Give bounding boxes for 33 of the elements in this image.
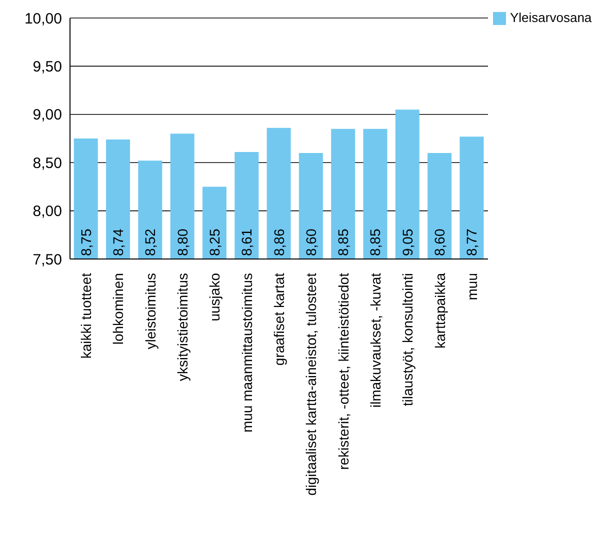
- y-tick-label: 8,00: [32, 203, 62, 220]
- x-tick-label: lohkominen: [110, 273, 126, 345]
- data-label: 8,74: [110, 228, 126, 256]
- y-tick-label: 9,00: [32, 106, 62, 124]
- x-tick-label: muu: [464, 273, 480, 300]
- data-label: 8,86: [270, 228, 287, 256]
- x-tick-label: ilmakuvaukset, -kuvat: [367, 272, 384, 408]
- data-label: 8,85: [367, 228, 384, 256]
- data-label: 8,85: [335, 228, 352, 256]
- x-tick-label: graafiset kartat: [271, 272, 287, 366]
- data-label: 8,60: [302, 228, 319, 256]
- x-tick-label: yksityistietoimitus: [174, 273, 191, 382]
- data-label: 8,60: [432, 228, 448, 256]
- x-tick-label: kaikki tuotteet: [78, 272, 94, 359]
- x-tick-label: karttapaikka: [432, 272, 448, 348]
- x-tick-label: digitaaliset kartta-aineistot, tulosteet: [303, 272, 320, 496]
- data-label: 8,52: [142, 228, 158, 256]
- y-tick-label: 10,00: [24, 10, 62, 28]
- x-tick-label: yleistoimitus: [142, 273, 158, 350]
- legend-label: Yleisarvosana: [510, 10, 592, 25]
- x-tick-label: rekisterit, -otteet, kiinteistötiedot: [335, 272, 352, 470]
- y-tick-label: 7,50: [32, 251, 62, 268]
- data-label: 9,05: [399, 228, 416, 256]
- y-tick-label: 8,50: [32, 154, 62, 172]
- data-label: 8,77: [464, 228, 480, 256]
- data-label: 8,61: [238, 228, 255, 256]
- data-label: 8,75: [78, 228, 94, 256]
- x-tick-label: uusjako: [206, 272, 223, 322]
- x-tick-label: tilaustyöt, konsultointi: [400, 273, 416, 406]
- data-label: 8,25: [206, 228, 222, 256]
- x-tick-label: muu maanmittaustoimitus: [238, 273, 255, 433]
- data-label: 8,80: [174, 228, 190, 256]
- y-tick-label: 9,50: [32, 58, 62, 76]
